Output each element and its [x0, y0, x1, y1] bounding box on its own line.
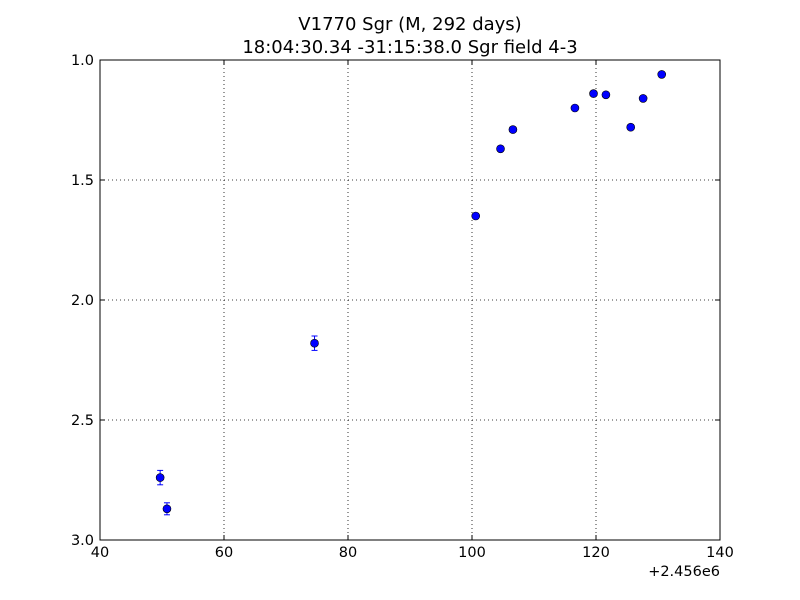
chart-title: V1770 Sgr (M, 292 days)	[298, 14, 521, 35]
y-tick-label: 1.5	[71, 173, 94, 189]
data-point	[310, 338, 319, 348]
data-point	[471, 211, 481, 221]
data-points	[155, 70, 667, 516]
chart-subtitle: 18:04:30.34 -31:15:38.0 Sgr field 4-3	[242, 37, 577, 58]
data-point	[601, 90, 611, 100]
y-tick-labels: 1.0 1.5 2.0 2.5 3.0	[71, 53, 94, 549]
data-point	[508, 125, 518, 134]
data-point	[638, 94, 648, 103]
data-point	[496, 144, 505, 154]
x-tick-label: 60	[215, 545, 233, 561]
data-point	[162, 504, 172, 514]
x-tick-label: 80	[339, 545, 357, 561]
y-tick-label: 3.0	[71, 533, 94, 549]
x-tick-labels: 40 60 80 100 120 140	[91, 545, 734, 561]
x-offset-label: +2.456e6	[648, 564, 720, 580]
data-point	[589, 89, 598, 98]
x-tick-label: 100	[458, 545, 486, 561]
data-point	[626, 122, 636, 132]
y-tick-label: 2.0	[71, 293, 94, 309]
x-tick-label: 120	[582, 545, 610, 561]
data-point	[155, 473, 165, 482]
x-tick-label: 140	[706, 545, 734, 561]
grid-lines	[100, 60, 720, 540]
plot-frame	[99, 59, 721, 541]
x-tick-label: 40	[91, 545, 109, 561]
y-tick-label: 2.5	[71, 413, 94, 429]
y-tick-label: 1.0	[71, 53, 94, 69]
data-point	[657, 70, 667, 79]
data-point	[570, 103, 580, 113]
